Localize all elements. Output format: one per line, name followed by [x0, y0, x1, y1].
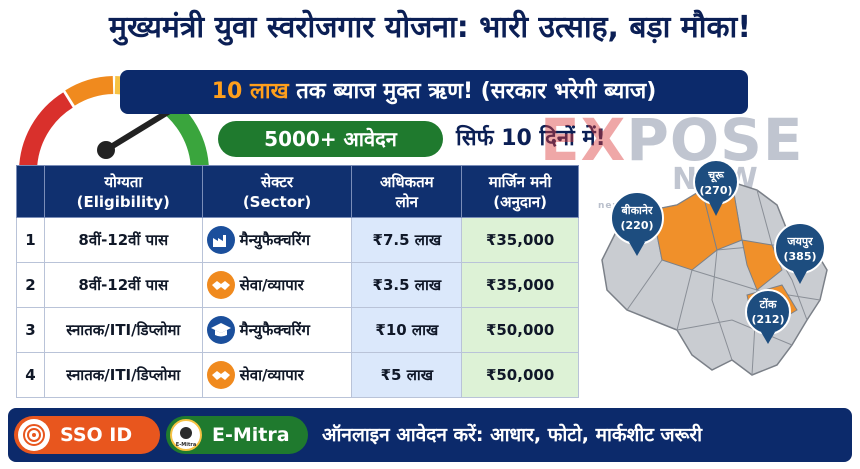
- table-header-row: योग्यता (Eligibility) सेक्टर (Sector) अध…: [16, 165, 579, 218]
- sector-label: सेवा/व्यापार: [239, 276, 304, 294]
- sso-label: SSO ID: [60, 424, 133, 446]
- sector-label: मैन्युफैक्चरिंग: [239, 231, 310, 249]
- row-eligibility: स्नातक/ITI/डिप्लोमा: [43, 352, 203, 398]
- row-sector: मैन्युफैक्चरिंग: [201, 307, 353, 353]
- header-max-loan-2: लोन: [395, 192, 419, 211]
- header-eligibility-hi: योग्यता: [104, 172, 143, 191]
- rajasthan-district-map: बीकानेर (220) चूरू (270) जयपुर (385) टों…: [601, 160, 828, 376]
- header-sector: सेक्टर (Sector): [201, 165, 353, 218]
- pin-bikaner-name: बीकानेर: [620, 203, 653, 217]
- gauge-orange-arc: [65, 76, 114, 106]
- banner-text: तक ब्याज मुक्त ऋण! (सरकार भरेगी ब्याज): [296, 79, 657, 104]
- row-num: 1: [16, 217, 45, 263]
- footer-bar: SSO ID E-Mitra E-Mitra ऑनलाइन आवेदन करें…: [8, 408, 852, 462]
- emitra-label: E-Mitra: [212, 424, 290, 446]
- row-sector: सेवा/व्यापार: [201, 352, 353, 398]
- row-margin: ₹50,000: [461, 352, 579, 398]
- header-num: [16, 165, 45, 218]
- loan-amount-highlight: 10 लाख: [211, 79, 289, 104]
- header-sector-en: (Sector): [242, 192, 312, 211]
- gauge-red-arc: [19, 92, 74, 171]
- header-margin-2: (अनुदान): [493, 192, 547, 211]
- header-max-loan: अधिकतम लोन: [351, 165, 463, 218]
- handshake-icon: [206, 271, 235, 299]
- header-sector-hi: सेक्टर: [261, 172, 294, 191]
- row-margin: ₹50,000: [461, 307, 579, 353]
- row-margin: ₹35,000: [461, 217, 579, 263]
- row-num: 4: [16, 352, 45, 398]
- sso-id-badge: SSO ID: [14, 416, 160, 454]
- fingerprint-icon: [18, 419, 50, 451]
- pin-tonk-count: (212): [751, 313, 784, 326]
- row-loan: ₹3.5 लाख: [351, 262, 463, 308]
- header-margin-1: मार्जिन मनी: [488, 172, 552, 191]
- gauge-needle: [103, 109, 171, 153]
- pin-jaipur-count: (385): [783, 250, 816, 263]
- row-margin: ₹35,000: [461, 262, 579, 308]
- page-title: मुख्यमंत्री युवा स्वरोजगार योजना: भारी उ…: [109, 10, 751, 45]
- row-sector: सेवा/व्यापार: [201, 262, 353, 308]
- sector-label: मैन्युफैक्चरिंग: [239, 321, 310, 339]
- emitra-logo-icon: E-Mitra: [170, 419, 202, 451]
- row-eligibility: स्नातक/ITI/डिप्लोमा: [43, 307, 203, 353]
- row-eligibility: 8वीं-12वीं पास: [43, 262, 203, 308]
- map-pin-jaipur: जयपुर (385): [774, 222, 826, 284]
- handshake-icon: [206, 361, 235, 389]
- sector-label: सेवा/व्यापार: [239, 366, 304, 384]
- pin-churu-name: चूरू: [707, 169, 724, 183]
- header-max-loan-1: अधिकतम: [380, 172, 434, 191]
- row-num: 3: [16, 307, 45, 353]
- table-row: 2 8वीं-12वीं पास सेवा/व्यापार ₹3.5 लाख ₹…: [16, 262, 579, 308]
- pin-jaipur-name: जयपुर: [786, 235, 813, 249]
- jaipur-district: [741, 239, 783, 291]
- gauge-hub: [97, 141, 115, 159]
- row-loan: ₹5 लाख: [351, 352, 463, 398]
- table-row: 1 8वीं-12वीं पास मैन्युफैक्चरिंग ₹7.5 ला…: [16, 217, 579, 263]
- factory-icon: [206, 226, 235, 254]
- table-row: 4 स्नातक/ITI/डिप्लोमा सेवा/व्यापार ₹5 ला…: [16, 352, 579, 398]
- map-pin-churu: चूरू (270): [693, 160, 739, 216]
- emitra-logo-text: E-Mitra: [176, 442, 196, 448]
- pin-bikaner-count: (220): [620, 219, 653, 232]
- header-eligibility: योग्यता (Eligibility): [43, 165, 203, 218]
- map-pin-tonk: टोंक (212): [745, 289, 791, 344]
- row-eligibility: 8वीं-12वीं पास: [43, 217, 203, 263]
- pin-tonk-name: टोंक: [759, 297, 777, 311]
- map-pin-bikaner: बीकानेर (220): [610, 191, 664, 256]
- interest-free-loan-banner: 10 लाख तक ब्याज मुक्त ऋण! (सरकार भरेगी ब…: [120, 70, 748, 114]
- applications-badge: 5000+ आवेदन: [218, 121, 443, 157]
- header-eligibility-en: (Eligibility): [76, 192, 170, 211]
- online-apply-note: ऑनलाइन आवेदन करें: आधार, फोटो, मार्कशीट …: [322, 424, 703, 446]
- header-margin-money: मार्जिन मनी (अनुदान): [461, 165, 579, 218]
- pin-churu-count: (270): [699, 184, 732, 197]
- row-loan: ₹10 लाख: [351, 307, 463, 353]
- row-sector: मैन्युफैक्चरिंग: [201, 217, 353, 263]
- watermark-small: news: [598, 201, 628, 211]
- scheme-table: योग्यता (Eligibility) सेक्टर (Sector) अध…: [16, 165, 579, 398]
- table-row: 3 स्नातक/ITI/डिप्लोमा मैन्युफैक्चरिंग ₹1…: [16, 307, 579, 353]
- graduation-cap-icon: [206, 316, 235, 344]
- days-text: सिर्फ 10 दिनों में!: [456, 126, 606, 151]
- emitra-badge: E-Mitra E-Mitra: [166, 416, 308, 454]
- row-loan: ₹7.5 लाख: [351, 217, 463, 263]
- watermark-ex: EX: [540, 106, 627, 174]
- row-num: 2: [16, 262, 45, 308]
